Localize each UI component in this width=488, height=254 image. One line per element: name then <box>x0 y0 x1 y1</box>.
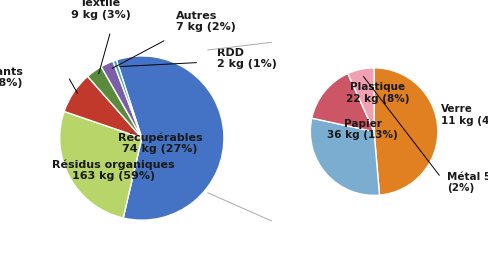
Wedge shape <box>116 57 224 220</box>
Text: Plastique
22 kg (8%): Plastique 22 kg (8%) <box>345 82 408 103</box>
Wedge shape <box>373 69 437 195</box>
Text: Encombrants
23 kg (8%): Encombrants 23 kg (8%) <box>0 66 22 88</box>
Wedge shape <box>64 77 142 138</box>
Text: RDD
2 kg (1%): RDD 2 kg (1%) <box>217 47 277 69</box>
Wedge shape <box>87 67 142 138</box>
Text: Verre
11 kg (4%): Verre 11 kg (4%) <box>440 104 488 125</box>
Wedge shape <box>60 112 142 218</box>
Wedge shape <box>347 69 373 132</box>
Wedge shape <box>310 119 379 196</box>
Wedge shape <box>101 62 142 138</box>
Wedge shape <box>113 61 142 138</box>
Wedge shape <box>311 74 373 132</box>
Text: Récupérables
74 kg (27%): Récupérables 74 kg (27%) <box>117 132 202 154</box>
Text: Papier
36 kg (13%): Papier 36 kg (13%) <box>326 118 397 140</box>
Text: Autres
7 kg (2%): Autres 7 kg (2%) <box>176 11 236 32</box>
Text: Résidus organiques
163 kg (59%): Résidus organiques 163 kg (59%) <box>52 158 174 181</box>
Text: Métal 5 kg
(2%): Métal 5 kg (2%) <box>447 171 488 193</box>
Text: Textile
9 kg (3%): Textile 9 kg (3%) <box>71 0 130 20</box>
